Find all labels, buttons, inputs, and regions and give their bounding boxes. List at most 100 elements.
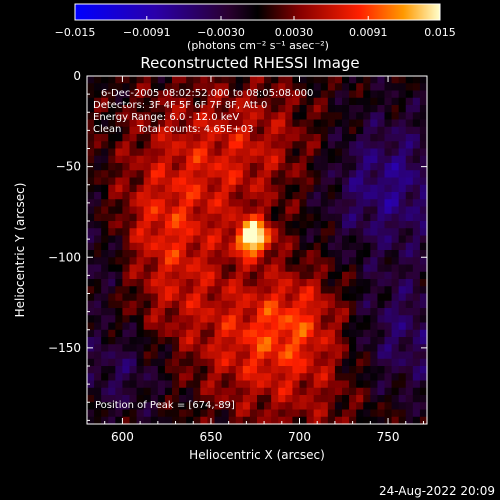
heatmap-cell <box>164 170 173 179</box>
heatmap-cell <box>363 192 371 200</box>
heatmap-cell <box>391 213 400 222</box>
heatmap-cell <box>391 366 400 374</box>
heatmap-cell <box>249 300 258 309</box>
heatmap-cell <box>405 112 414 121</box>
heatmap-cell <box>257 387 265 396</box>
heatmap-cell <box>87 308 95 316</box>
heatmap-cell <box>179 76 187 84</box>
heatmap-cell <box>200 409 209 418</box>
heatmap-cell <box>384 264 393 273</box>
heatmap-cell <box>242 155 251 164</box>
heatmap-cell <box>299 141 308 150</box>
heatmap-cell <box>200 373 209 382</box>
heatmap-cell <box>419 170 428 179</box>
heatmap-cell <box>349 308 357 316</box>
heatmap-cell <box>292 264 301 273</box>
heatmap-cell <box>172 112 180 121</box>
heatmap-cell <box>292 344 301 353</box>
heatmap-cell <box>115 351 124 360</box>
heatmap-cell <box>136 250 145 258</box>
heatmap-cell <box>398 402 407 411</box>
heatmap-cell <box>242 279 251 287</box>
heatmap-cell <box>207 105 216 113</box>
heatmap-cell <box>200 112 209 121</box>
heatmap-cell <box>342 170 350 179</box>
heatmap-cell <box>363 279 371 287</box>
heatmap-cell <box>257 134 265 142</box>
heatmap-cell <box>398 308 407 316</box>
heatmap-cell <box>249 170 258 179</box>
heatmap-cell <box>207 250 216 258</box>
heatmap-cell <box>356 387 364 396</box>
heatmap-cell <box>214 395 223 403</box>
heatmap-cell <box>342 293 350 302</box>
heatmap-cell <box>257 264 265 273</box>
heatmap-cell <box>186 257 194 266</box>
heatmap-cell <box>143 199 152 208</box>
heatmap-cell <box>320 184 329 193</box>
heatmap-cell <box>150 286 159 295</box>
heatmap-cell <box>349 148 357 157</box>
heatmap-cell <box>320 221 329 229</box>
heatmap-cell <box>235 163 244 171</box>
heatmap-cell <box>221 192 230 200</box>
heatmap-cell <box>242 250 251 258</box>
heatmap-cell <box>370 163 379 171</box>
heatmap-cell <box>384 373 393 382</box>
heatmap-cell <box>349 206 357 215</box>
heatmap-cell <box>327 206 336 215</box>
heatmap-cell <box>278 322 286 331</box>
heatmap-cell <box>342 344 350 353</box>
heatmap-cell <box>150 358 159 367</box>
heatmap-cell <box>306 380 315 389</box>
heatmap-cell <box>157 358 166 367</box>
heatmap-cell <box>334 279 343 287</box>
heatmap-cell <box>214 308 223 316</box>
heatmap-cell <box>242 337 251 345</box>
heatmap-cell <box>115 184 124 193</box>
heatmap-cell <box>391 192 400 200</box>
heatmap-cell <box>264 286 272 295</box>
annotation-time: 6-Dec-2005 08:02:52.000 to 08:05:08.000 <box>101 88 313 99</box>
heatmap-cell <box>363 416 371 425</box>
heatmap-cell <box>164 134 173 142</box>
heatmap-cell <box>377 97 386 106</box>
heatmap-cell <box>384 97 393 106</box>
heatmap-cell <box>370 387 379 396</box>
heatmap-cell <box>143 163 152 171</box>
heatmap-cell <box>115 192 124 200</box>
heatmap-cell <box>306 105 315 113</box>
heatmap-cell <box>249 329 258 338</box>
colorbar-tick-label: 0.015 <box>424 26 456 39</box>
heatmap-cell <box>391 373 400 382</box>
heatmap-cell <box>193 134 201 142</box>
heatmap-cell <box>342 279 350 287</box>
heatmap-cell <box>384 206 393 215</box>
heatmap-cell <box>356 264 364 273</box>
heatmap-cell <box>150 163 159 171</box>
heatmap-cell <box>221 112 230 121</box>
heatmap-cell <box>115 264 124 273</box>
heatmap-cell <box>179 119 187 128</box>
heatmap-cell <box>193 83 201 92</box>
heatmap-cell <box>87 228 95 237</box>
heatmap-cell <box>320 119 329 128</box>
heatmap-cell <box>143 315 152 324</box>
heatmap-cell <box>172 395 180 403</box>
heatmap-cell <box>306 141 315 150</box>
heatmap-cell <box>370 221 379 229</box>
heatmap-cell <box>157 199 166 208</box>
heatmap-cell <box>377 322 386 331</box>
heatmap-cell <box>264 126 272 135</box>
heatmap-cell <box>108 213 116 222</box>
heatmap-cell <box>257 337 265 345</box>
heatmap-cell <box>242 177 251 186</box>
heatmap-cell <box>136 344 145 353</box>
heatmap-cell <box>398 228 407 237</box>
heatmap-cell <box>129 308 138 316</box>
heatmap-cell <box>221 206 230 215</box>
heatmap-cell <box>370 373 379 382</box>
heatmap-cell <box>200 228 209 237</box>
heatmap-cell <box>377 206 386 215</box>
heatmap-cell <box>172 105 180 113</box>
